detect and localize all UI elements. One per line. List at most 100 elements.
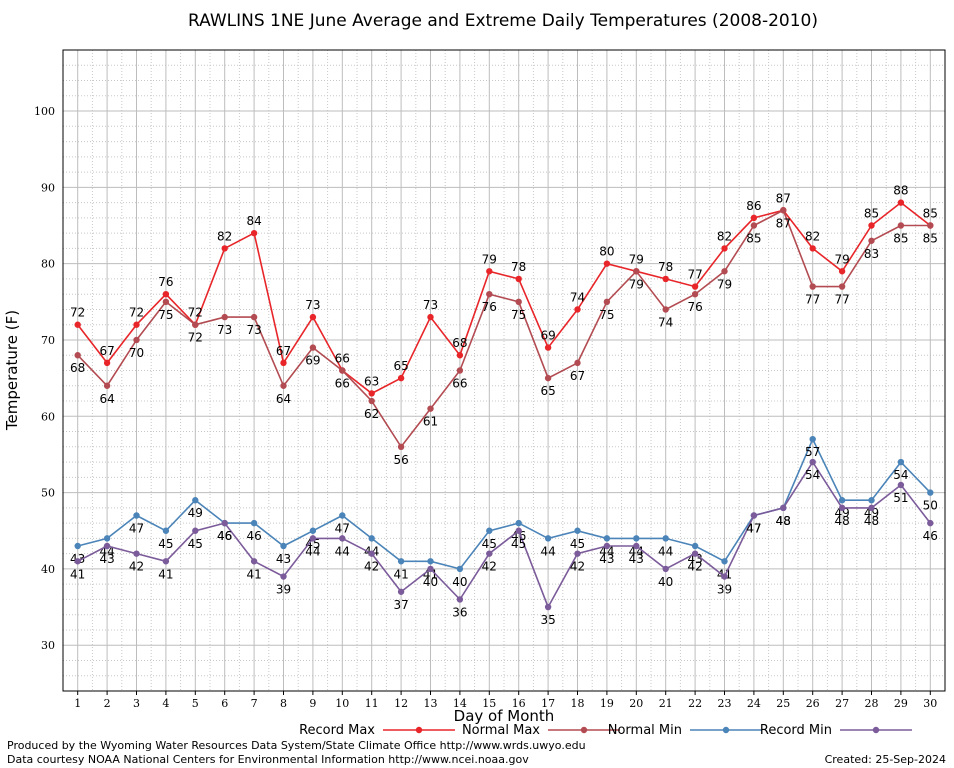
- series-record-max: 72 67 72 76 72 82 84 67 73 66 63 65 73 68 79 78 69 74 80 79…: [70, 184, 938, 397]
- data-point: [515, 298, 522, 306]
- data-point: [897, 222, 905, 229]
- plot-frame: [62, 49, 946, 692]
- data-point: [368, 390, 375, 397]
- data-label: 54: [805, 468, 820, 482]
- data-point: [544, 535, 552, 542]
- data-point: [838, 283, 846, 290]
- data-label: 35: [540, 613, 555, 627]
- data-label: 56: [393, 453, 408, 467]
- data-label: 43: [599, 552, 614, 566]
- data-point: [103, 382, 111, 389]
- data-point: [339, 535, 346, 542]
- x-tick-label: 13: [424, 697, 438, 710]
- data-point: [721, 573, 728, 580]
- data-label: 41: [246, 567, 261, 581]
- x-tick-label: 23: [718, 697, 732, 710]
- data-point: [544, 344, 552, 351]
- data-label: 45: [511, 537, 526, 551]
- data-label: 42: [687, 560, 702, 574]
- series-line: [77, 460, 931, 609]
- y-tick-label: 80: [41, 258, 55, 271]
- data-label: 65: [540, 384, 555, 398]
- legend-marker: [872, 726, 880, 734]
- data-point: [250, 519, 258, 527]
- footer-produced-by: Produced by the Wyoming Water Resources …: [7, 739, 586, 752]
- data-label: 85: [893, 232, 908, 246]
- data-point: [427, 558, 434, 565]
- data-label: 40: [658, 575, 673, 589]
- data-point: [162, 298, 170, 306]
- data-label: 67: [276, 344, 291, 358]
- data-label: 70: [129, 346, 144, 360]
- data-label: 44: [305, 544, 320, 558]
- data-label: 63: [364, 374, 379, 388]
- data-point: [721, 558, 728, 565]
- y-tick-label: 70: [41, 334, 55, 347]
- x-tick-label: 2: [104, 697, 111, 710]
- data-label: 67: [570, 369, 585, 383]
- data-label: 37: [393, 598, 408, 612]
- data-label: 47: [746, 521, 761, 535]
- legend-marker: [415, 726, 423, 734]
- legend-label: Normal Max: [462, 723, 540, 738]
- data-point: [486, 268, 493, 275]
- legend-label: Record Max: [299, 723, 375, 738]
- data-point: [603, 535, 611, 542]
- data-label: 72: [188, 306, 203, 320]
- x-tick-label: 6: [221, 697, 228, 710]
- data-label: 41: [158, 567, 173, 581]
- data-label: 75: [511, 308, 526, 322]
- data-label: 87: [776, 216, 791, 230]
- data-point: [309, 527, 317, 534]
- data-point: [603, 542, 611, 550]
- data-point: [927, 519, 934, 527]
- series-normal-min: 4344474549464643454744414140454644454444…: [70, 435, 938, 589]
- data-label: 40: [452, 575, 467, 589]
- data-label: 76: [482, 300, 497, 314]
- data-label: 66: [335, 352, 350, 366]
- y-tick-label: 90: [41, 181, 55, 194]
- data-point: [221, 519, 228, 527]
- data-point: [809, 435, 816, 443]
- legend-item: Record Min: [760, 723, 912, 738]
- data-point: [74, 558, 81, 565]
- data-point: [691, 290, 699, 298]
- data-point: [309, 313, 317, 321]
- data-point: [192, 321, 199, 328]
- data-point: [927, 489, 934, 496]
- data-label: 68: [452, 336, 467, 350]
- x-tick-label: 8: [280, 697, 287, 710]
- data-point: [162, 527, 170, 534]
- data-point: [309, 535, 317, 542]
- data-point: [280, 382, 287, 389]
- x-tick-label: 7: [251, 697, 258, 710]
- data-point: [486, 550, 493, 557]
- data-label: 48: [864, 514, 879, 528]
- data-point: [103, 542, 111, 550]
- data-label: 75: [599, 308, 614, 322]
- data-point: [868, 497, 875, 504]
- data-point: [368, 535, 375, 542]
- data-point: [427, 405, 434, 412]
- legend-marker: [722, 726, 730, 734]
- data-point: [633, 535, 640, 542]
- y-tick-label: 60: [41, 410, 55, 423]
- data-label: 43: [99, 552, 114, 566]
- x-tick-label: 25: [776, 697, 790, 710]
- data-label: 85: [746, 232, 761, 246]
- data-point: [838, 268, 846, 275]
- data-label: 49: [834, 506, 849, 520]
- data-point: [397, 443, 405, 451]
- data-point: [780, 207, 787, 214]
- x-tick-label: 24: [747, 697, 761, 710]
- data-point: [74, 352, 81, 359]
- data-point: [868, 237, 875, 244]
- data-point: [897, 458, 905, 466]
- x-tick-label: 3: [133, 697, 140, 710]
- footer-data-courtesy: Data courtesy NOAA National Centers for …: [7, 753, 529, 766]
- x-tick-label: 27: [835, 697, 849, 710]
- data-label: 41: [70, 567, 85, 581]
- footer-created-date: Created: 25-Sep-2024: [824, 753, 946, 766]
- legend-marker: [580, 726, 588, 734]
